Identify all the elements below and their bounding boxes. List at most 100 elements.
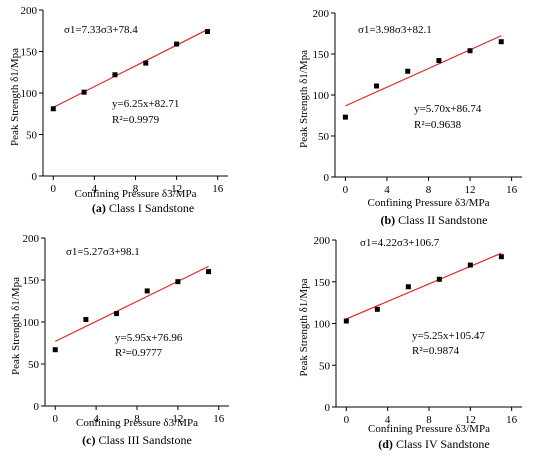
x-axis-label: Confining Pressure δ3/MPa [368,423,490,435]
x-tick-label: 12 [465,414,476,426]
x-tick-label: 12 [465,184,476,196]
y-tick-label: 0 [32,171,38,183]
x-tick-label: 8 [134,413,140,425]
data-point [83,316,89,322]
panel-caption: (a) Class I Sandstone [92,201,194,215]
x-tick-label: 16 [212,183,224,195]
data-point [114,311,120,317]
data-point [50,106,56,112]
chart-panel-1: 0 50 100 150 200 0 4 8 12 16 σ1=7.33σ3+78.4 y=6.25x… [9,5,228,215]
y-tick-label: 150 [314,277,331,289]
sigma-equation-label: σ1=7.33σ3+78.4 [64,24,138,36]
panel-caption-text: Class II Sandstone [398,213,487,227]
chart-panel-2: 0 50 100 150 200 0 4 8 12 16 σ1=3.98σ3+82.1 y=5.70x… [298,8,522,227]
data-point [174,41,180,47]
data-point [436,276,442,282]
r-squared-label: R²=0.9874 [412,345,460,357]
data-point [343,318,349,324]
y-tick-label: 200 [21,5,38,17]
x-tick-label: 0 [343,184,349,196]
data-point [436,58,442,64]
data-point [374,306,380,312]
sigma-equation-label: σ1=3.98σ3+82.1 [358,24,432,36]
data-point [143,60,149,66]
fit-equation-label: y=5.70x+86.74 [414,103,482,115]
r-squared-label: R²=0.9638 [414,119,462,131]
y-tick-label: 0 [325,402,331,414]
y-tick-label: 150 [21,47,38,59]
data-point [112,72,118,78]
fit-equation-label: y=6.25x+82.71 [112,98,179,110]
y-tick-label: 200 [314,235,331,247]
y-axis-label: Peak Strength δ1/Mpa [9,48,21,146]
fit-line [54,265,209,342]
y-tick-label: 0 [34,401,40,413]
y-tick-label: 100 [23,317,40,329]
x-tick-label: 0 [52,413,58,425]
y-axis-label: Peak Strength δ1/Mpa [298,278,310,376]
x-tick-label: 0 [51,183,57,195]
panel-caption-text: Class I Sandstone [109,201,194,215]
data-point [81,89,87,95]
panel-caption: (d) Class IV Sandstone [378,437,489,451]
panel-label: (b) [381,213,399,227]
fit-line [345,35,502,107]
y-axis-label: Peak Strength δ1/Mpa [298,50,310,148]
y-axis-label: Peak Strength δ1/Mpa [10,277,22,375]
x-axis-label: Confining Pressure δ3/MPa [76,417,198,429]
fit-equation-label: y=5.95x+76.96 [115,332,183,344]
chart-panel-3: 0 50 100 150 200 0 4 8 12 16 σ1=5.27σ3+98.1 y=5.95x… [10,233,229,447]
y-tick-label: 200 [313,8,330,20]
x-tick-label: 16 [506,184,518,196]
data-point [498,39,504,45]
x-tick-label: 8 [426,414,432,426]
data-point [467,48,473,54]
panel-caption: (c) Class III Sandstone [82,433,192,447]
panel-label: (c) [82,433,98,447]
data-point [374,83,380,89]
x-tick-label: 4 [93,413,99,425]
x-axis-label: Confining Pressure δ3/MPa [368,197,490,209]
y-tick-label: 150 [23,275,40,287]
data-point [467,262,473,268]
data-point [498,254,504,260]
x-tick-label: 12 [172,413,183,425]
x-tick-label: 4 [384,184,390,196]
fit-line [53,29,208,108]
sigma-equation-label: σ1=5.27σ3+98.1 [66,246,140,258]
x-axis-label: Confining Pressure δ3/MPa [75,188,197,200]
y-tick-label: 50 [28,359,40,371]
x-tick-label: 16 [213,413,225,425]
data-point [342,114,348,120]
x-tick-label: 8 [133,183,139,195]
y-tick-label: 50 [318,131,330,143]
y-tick-label: 100 [314,319,331,331]
x-tick-label: 8 [426,184,432,196]
panel-label: (a) [92,201,109,215]
data-point [405,284,411,290]
x-tick-label: 16 [506,414,518,426]
panel-caption: (b) Class II Sandstone [381,213,488,227]
y-tick-label: 50 [26,130,38,142]
panel-caption-text: Class IV Sandstone [396,437,490,451]
data-point [144,288,150,294]
x-tick-label: 0 [344,414,350,426]
x-tick-label: 4 [92,183,98,195]
panel-caption-text: Class III Sandstone [99,433,192,447]
panel-label: (d) [378,437,396,451]
r-squared-label: R²=0.9777 [115,347,163,359]
x-tick-label: 4 [385,414,391,426]
fit-equation-label: y=5.25x+105.47 [412,330,485,342]
data-point [175,279,181,285]
y-tick-label: 0 [324,172,330,184]
y-tick-label: 150 [313,49,330,61]
data-point [405,68,411,74]
r-squared-label: R²=0.9979 [112,114,160,126]
y-tick-label: 100 [21,88,38,100]
x-tick-label: 12 [171,183,182,195]
data-point [206,269,212,275]
y-tick-label: 100 [313,90,330,102]
data-point [52,347,58,353]
fit-line [346,252,502,320]
